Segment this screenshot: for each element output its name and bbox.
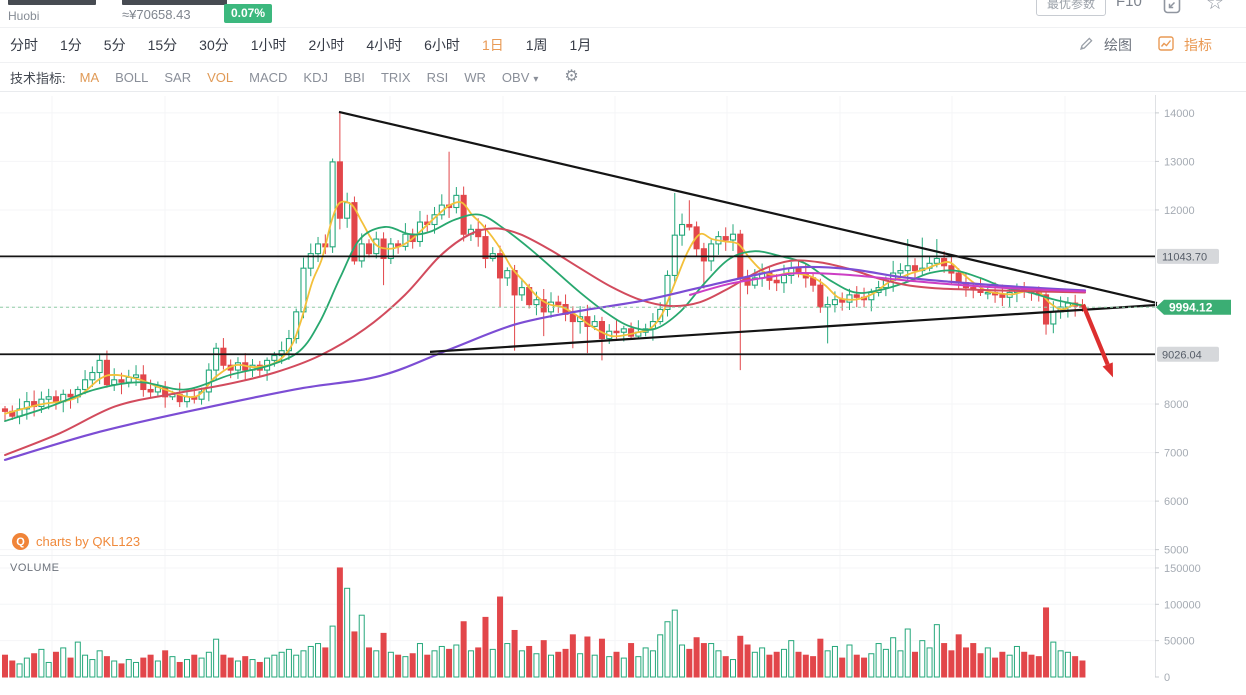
svg-text:9026.04: 9026.04 — [1162, 349, 1202, 361]
exchange-label: Huobi — [8, 9, 40, 23]
watermark-text: charts by QKL123 — [36, 534, 141, 549]
indicator-item-sar[interactable]: SAR — [164, 69, 192, 85]
trendline-0 — [338, 110, 1158, 305]
timeframe-toolbar: 分时 1分 5分 15分 30分 1小时 2小时 4小时 6小时 1日 1周 1月 绘图 指标 — [0, 28, 1246, 63]
ma-line-ma120 — [689, 271, 1086, 296]
resistance-badge — [1157, 248, 1219, 264]
ma-lines-layer — [3, 200, 1087, 461]
timeframe-tab-4[interactable]: 30分 — [199, 37, 229, 53]
cropped-title-fragment — [8, 0, 96, 5]
f10-button[interactable]: F10 — [1116, 0, 1142, 10]
indicator-items: MA BOLL SAR VOL MACD KDJ BBI TRIX RSI WR OBV ▾ — [80, 70, 555, 85]
svg-text:7000: 7000 — [1164, 448, 1188, 460]
watermark: Q charts by QKL123 — [12, 533, 140, 550]
indicator-bar-title: 技术指标: — [10, 70, 66, 86]
timeframe-tab-10[interactable]: 1周 — [525, 37, 548, 53]
svg-text:13000: 13000 — [1164, 156, 1195, 168]
indicator-item-trix[interactable]: TRIX — [380, 69, 411, 85]
indicator-item-kdj[interactable]: KDJ — [303, 69, 328, 85]
overlay-lines-layer — [0, 110, 1158, 356]
ma-line-ma5 — [4, 200, 1086, 415]
indicator-item-obv[interactable]: OBV ▾ — [501, 69, 539, 85]
svg-text:9994.12: 9994.12 — [1169, 300, 1213, 314]
indicator-item-ma[interactable]: MA — [79, 69, 100, 85]
support-badge — [1157, 346, 1219, 362]
timeframe-tab-6[interactable]: 2小时 — [308, 37, 345, 53]
indicator-item-wr[interactable]: WR — [464, 69, 486, 85]
svg-text:100000: 100000 — [1164, 599, 1201, 611]
indicator-item-bbi[interactable]: BBI — [343, 69, 365, 85]
trendline-1 — [429, 303, 1158, 353]
indicator-tool-label: 指标 — [1184, 37, 1212, 53]
indicator-item-macd[interactable]: MACD — [249, 69, 288, 85]
screenshot-icon[interactable] — [1162, 0, 1182, 20]
ma-line-ma60 — [3, 265, 1087, 461]
svg-text:150000: 150000 — [1164, 563, 1201, 575]
timeframe-tab-8[interactable]: 6小时 — [424, 37, 460, 53]
timeframe-tab-5[interactable]: 1小时 — [250, 37, 287, 53]
svg-text:12000: 12000 — [1164, 205, 1195, 217]
timeframe-tab-9[interactable]: 1日 — [481, 37, 504, 53]
svg-text:50000: 50000 — [1164, 636, 1195, 648]
indicator-settings-gear-icon[interactable]: ⚙ — [564, 68, 579, 85]
svg-text:11043.70: 11043.70 — [1162, 251, 1207, 263]
qkl123-logo-icon: Q — [12, 533, 29, 550]
ma-line-ma30 — [4, 227, 1086, 457]
timeframe-tabs: 分时 1分 5分 15分 30分 1小时 2小时 4小时 6小时 1日 1周 1月 — [10, 35, 613, 55]
cropped-price-fragment — [122, 0, 227, 5]
indicator-item-rsi[interactable]: RSI — [426, 69, 449, 85]
svg-text:0: 0 — [1164, 672, 1170, 684]
change-percent-badge: 0.07% — [224, 4, 273, 23]
svg-text:14000: 14000 — [1164, 108, 1195, 120]
timeframe-tab-0[interactable]: 分时 — [10, 37, 38, 53]
obv-dropdown-caret-icon[interactable]: ▾ — [533, 73, 539, 85]
svg-text:6000: 6000 — [1164, 496, 1188, 508]
timeframe-tab-1[interactable]: 1分 — [60, 37, 82, 53]
grid-layer — [0, 96, 1155, 677]
svg-text:5000: 5000 — [1164, 545, 1188, 557]
cny-price-label: ≈¥70658.43 — [122, 7, 191, 22]
volume-bars-layer — [2, 567, 1086, 678]
indicator-toolbar: 技术指标: MA BOLL SAR VOL MACD KDJ BBI TRIX RSI WR OBV… — [0, 63, 1246, 92]
timeframe-tab-3[interactable]: 15分 — [147, 37, 178, 53]
favorite-star-icon[interactable]: ☆ — [1206, 0, 1224, 14]
current-price-badge — [1156, 299, 1231, 315]
timeframe-tab-2[interactable]: 5分 — [103, 37, 126, 53]
indicator-item-vol[interactable]: VOL — [207, 69, 234, 85]
indicator-tool-button[interactable]: 指标 — [1158, 35, 1212, 55]
annotation-arrow-layer — [1081, 303, 1113, 378]
price-badges-layer: 11043.70 9026.04 9994.12 — [1156, 248, 1231, 362]
svg-text:8000: 8000 — [1164, 399, 1188, 411]
timeframe-tab-7[interactable]: 4小时 — [366, 37, 403, 53]
ma-line-ma10 — [4, 213, 1086, 422]
timeframe-tab-11[interactable]: 1月 — [569, 37, 592, 53]
draw-tool-button[interactable]: 绘图 — [1079, 35, 1132, 55]
best-params-button[interactable]: 最优参数 — [1036, 0, 1107, 16]
price-axis-layer: 14000 13000 12000 8000 7000 6000 5000 150000 100… — [1155, 95, 1201, 684]
volume-pane-label: VOLUME — [10, 562, 60, 574]
draw-tool-label: 绘图 — [1104, 37, 1132, 53]
header-bar: Huobi ≈¥70658.43 0.07% 最优参数 F10 ☆ — [0, 0, 1246, 28]
indicator-chart-icon — [1158, 36, 1179, 54]
indicator-item-boll[interactable]: BOLL — [115, 69, 149, 85]
pencil-icon — [1079, 36, 1099, 54]
